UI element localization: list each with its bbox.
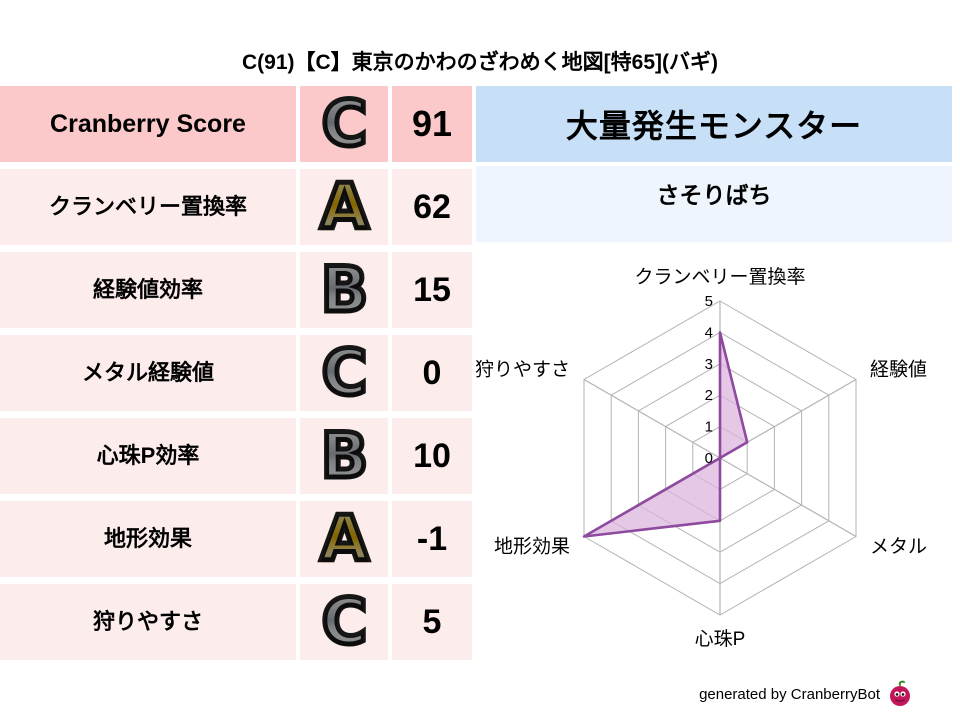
radar-tick-label: 0 — [705, 450, 713, 467]
stat-value: 15 — [392, 252, 472, 328]
radar-tick-label: 2 — [705, 387, 713, 404]
stat-label: メタル経験値 — [0, 335, 296, 411]
table-row: Cranberry Score C 91 — [0, 86, 472, 162]
radar-axis-spoke — [583, 378, 721, 459]
stat-label: クランベリー置換率 — [0, 169, 296, 245]
monster-panel-header: 大量発生モンスター — [476, 86, 952, 162]
table-row: 地形効果 A -1 — [0, 501, 472, 577]
radar-tick-label: 5 — [705, 293, 713, 310]
page-title: C(91)【C】東京のかわのざわめく地図[特65](バギ) — [241, 51, 718, 74]
stat-value: 91 — [392, 86, 472, 162]
grade-badge-b-icon: B — [318, 252, 370, 326]
stat-value: 5 — [392, 584, 472, 660]
grade-badge-c-icon: C — [319, 584, 369, 658]
grade-badge-a-icon: A — [318, 501, 371, 575]
stat-value: 10 — [392, 418, 472, 494]
radar-axis-label: クランベリー置換率 — [634, 266, 805, 288]
grade-cell: B — [300, 252, 388, 328]
stat-label: Cranberry Score — [0, 86, 296, 162]
radar-axis-label: 心珠P — [695, 628, 746, 650]
radar-axis-label: 経験値 — [870, 359, 927, 381]
radar-data-polygon — [582, 331, 749, 538]
monster-panel: 大量発生モンスター さそりばち 0 1 2 3 4 5 クランベリー置換率経験値メタル心珠P… — [475, 86, 960, 676]
grade-cell: C — [300, 584, 388, 660]
grade-cell: C — [300, 86, 388, 162]
radar-axis-spoke — [719, 457, 857, 538]
grade-cell: C — [300, 335, 388, 411]
radar-tick-label: 4 — [705, 324, 713, 341]
stat-label: 心珠P効率 — [0, 418, 296, 494]
table-row: 経験値効率 B 15 — [0, 252, 472, 328]
cranberry-bot-icon — [886, 680, 914, 708]
monster-name: さそりばち — [476, 166, 952, 242]
radar-chart: 0 1 2 3 4 5 クランベリー置換率経験値メタル心珠P 地形効果 狩りやすさ — [470, 236, 960, 706]
footer-credit-text: generated by CranberryBot — [699, 685, 880, 703]
table-row: クランベリー置換率 A 62 — [0, 169, 472, 245]
grade-badge-c-icon: C — [319, 86, 369, 160]
grade-cell: A — [300, 169, 388, 245]
stat-value: 62 — [392, 169, 472, 245]
radar-tick-label: 1 — [705, 419, 713, 436]
stat-label: 地形効果 — [0, 501, 296, 577]
grade-cell: A — [300, 501, 388, 577]
radar-axis-label: 地形効果 — [494, 536, 570, 558]
stat-value: -1 — [392, 501, 472, 577]
stat-label: 経験値効率 — [0, 252, 296, 328]
table-row: メタル経験値 C 0 — [0, 335, 472, 411]
grade-cell: B — [300, 418, 388, 494]
grade-badge-c-icon: C — [319, 335, 369, 409]
table-row: 心珠P効率 B 10 — [0, 418, 472, 494]
radar-axis-label: メタル — [870, 536, 927, 558]
stats-table: Cranberry Score C 91 クランベリー置換率 A 62 経験値効率 B 15 メタ… — [0, 86, 472, 670]
radar-tick-label: 3 — [705, 356, 713, 373]
footer-credit: generated by CranberryBot — [699, 680, 914, 708]
stat-label: 狩りやすさ — [0, 584, 296, 660]
radar-axis-label: 狩りやすさ — [475, 359, 570, 381]
grade-badge-b-icon: B — [318, 418, 370, 492]
table-row: 狩りやすさ C 5 — [0, 584, 472, 660]
stat-value: 0 — [392, 335, 472, 411]
grade-badge-a-icon: A — [318, 169, 371, 243]
